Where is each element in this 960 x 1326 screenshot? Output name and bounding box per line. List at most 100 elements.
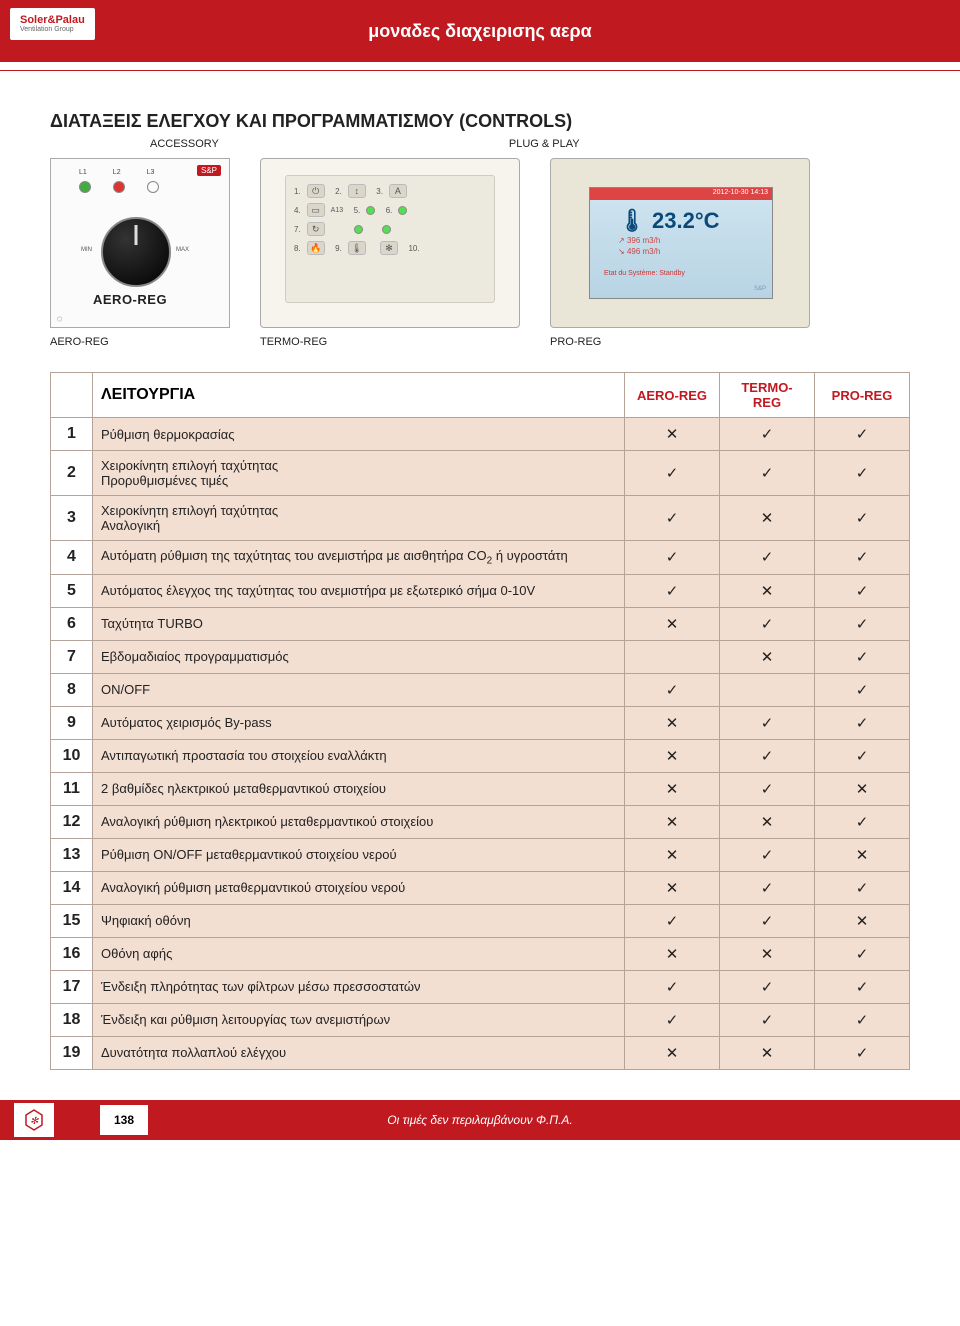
table-row: 1Ρύθμιση θερμοκρασίας✕✓✓	[51, 418, 910, 451]
mark-pro: ✓	[815, 541, 910, 575]
mark-termo: ✓	[720, 541, 815, 575]
mark-pro: ✓	[815, 706, 910, 739]
fan-icon: ↻	[307, 222, 325, 236]
footer-bar: ✻ 138 Οι τιμές δεν περιλαμβάνουν Φ.Π.Α.	[0, 1100, 960, 1140]
mark-aero: ✓	[625, 541, 720, 575]
display-icon: ▭	[307, 203, 325, 217]
logo-line1: Soler&Palau	[20, 14, 85, 26]
led-green-icon	[79, 181, 91, 193]
mark-termo: ✕	[720, 496, 815, 541]
mark-termo: ✓	[720, 607, 815, 640]
row-desc: 2 βαθμίδες ηλεκτρικού μεταθερμαντικού στ…	[93, 772, 625, 805]
led-l3: L3	[147, 169, 155, 176]
row-desc: Ρύθμιση ON/OFF μεταθερμαντικού στοιχείου…	[93, 838, 625, 871]
header-bar: Soler&Palau Ventilation Group μοναδες δι…	[0, 0, 960, 62]
row-desc: Ψηφιακή οθόνη	[93, 904, 625, 937]
table-header-pro: PRO-REG	[815, 373, 910, 418]
mark-aero: ✕	[625, 937, 720, 970]
table-row: 3Χειροκίνητη επιλογή ταχύτηταςΑναλογική✓…	[51, 496, 910, 541]
accessory-label: ACCESSORY	[150, 138, 219, 150]
row-number: 3	[51, 496, 93, 541]
row-number: 15	[51, 904, 93, 937]
row-desc: Χειροκίνητη επιλογή ταχύτηταςΑναλογική	[93, 496, 625, 541]
temp-value: 23.2°C	[652, 208, 720, 233]
mark-termo: ✕	[720, 1036, 815, 1069]
pro-label: PRO-REG	[550, 336, 810, 348]
row-desc: ON/OFF	[93, 673, 625, 706]
mark-termo: ✓	[720, 871, 815, 904]
mark-termo: ✕	[720, 574, 815, 607]
leds	[79, 181, 159, 193]
table-row: 9Αυτόματος χειρισμός By-pass✕✓✓	[51, 706, 910, 739]
row-desc: Αυτόματος έλεγχος της ταχύτητας του ανεμ…	[93, 574, 625, 607]
row-number: 6	[51, 607, 93, 640]
mark-pro: ✓	[815, 451, 910, 496]
mark-pro: ✕	[815, 904, 910, 937]
mark-aero: ✕	[625, 1036, 720, 1069]
header-title: μοναδες διαχειρισης αερα	[368, 21, 591, 42]
green-led-icon	[382, 225, 391, 234]
row-number: 5	[51, 574, 93, 607]
table-row: 18Ένδειξη και ρύθμιση λειτουργίας των αν…	[51, 1003, 910, 1036]
section-title: ΔΙΑΤΑΞΕΙΣ ΕΛΕΓΧΟΥ ΚΑΙ ΠΡΟΓΡΑΜΜΑΤΙΣΜΟΥ (C…	[50, 111, 910, 132]
aero-reg-image: S&P L1 L2 L3 MIN MAX AERO-REG ⬡	[50, 158, 230, 328]
mark-aero: ✓	[625, 970, 720, 1003]
row-number: 2	[51, 451, 93, 496]
mark-termo: ✓	[720, 451, 815, 496]
mark-termo: ✓	[720, 772, 815, 805]
mark-aero: ✓	[625, 496, 720, 541]
row-number: 4	[51, 541, 93, 575]
table-header-blank	[51, 373, 93, 418]
row-desc: Χειροκίνητη επιλογή ταχύτηταςΠρορυθμισμέ…	[93, 451, 625, 496]
mark-pro: ✓	[815, 970, 910, 1003]
mark-aero: ✓	[625, 673, 720, 706]
mark-termo: ✓	[720, 970, 815, 1003]
row-number: 10	[51, 739, 93, 772]
labels-row: ACCESSORY PLUG & PLAY	[50, 138, 910, 150]
mark-aero: ✓	[625, 574, 720, 607]
page-content: ΔΙΑΤΑΞΕΙΣ ΕΛΕΓΧΟΥ ΚΑΙ ΠΡΟΓΡΑΜΜΑΤΙΣΜΟΥ (C…	[0, 71, 960, 1100]
row-number: 19	[51, 1036, 93, 1069]
table-row: 17Ένδειξη πληρότητας των φίλτρων μέσω πρ…	[51, 970, 910, 1003]
aero-brand-text: AERO-REG	[93, 292, 167, 307]
table-header-function: ΛΕΙΤΟΥΡΓΙΑ	[93, 373, 625, 418]
mark-aero	[625, 640, 720, 673]
row-number: 16	[51, 937, 93, 970]
mark-aero: ✕	[625, 739, 720, 772]
table-row: 14Αναλογική ρύθμιση μεταθερμαντικού στοι…	[51, 871, 910, 904]
mark-termo: ✓	[720, 904, 815, 937]
mark-pro: ✓	[815, 418, 910, 451]
row-number: 13	[51, 838, 93, 871]
mark-termo: ✓	[720, 706, 815, 739]
mark-pro: ✓	[815, 607, 910, 640]
mark-termo: ✓	[720, 838, 815, 871]
footer-logo-icon: ✻	[14, 1103, 54, 1137]
screen-temp: 🌡 23.2°C	[618, 208, 772, 234]
row-number: 1	[51, 418, 93, 451]
sp-badge: S&P	[197, 165, 221, 176]
led-l2: L2	[113, 169, 121, 176]
power-icon: ⏻	[307, 184, 325, 198]
row-desc: Ταχύτητα TURBO	[93, 607, 625, 640]
row-number: 8	[51, 673, 93, 706]
table-row: 12Αναλογική ρύθμιση ηλεκτρικού μεταθερμα…	[51, 805, 910, 838]
mark-aero: ✕	[625, 607, 720, 640]
page-number: 138	[100, 1105, 148, 1135]
screen-corner: S&P	[754, 286, 766, 292]
svg-text:✻: ✻	[30, 1116, 39, 1127]
table-row: 16Οθόνη αφής✕✕✓	[51, 937, 910, 970]
row-desc: Ένδειξη πληρότητας των φίλτρων μέσω πρεσ…	[93, 970, 625, 1003]
row-number: 11	[51, 772, 93, 805]
green-led-icon	[398, 206, 407, 215]
row-desc: Ένδειξη και ρύθμιση λειτουργίας των ανεμ…	[93, 1003, 625, 1036]
row-number: 12	[51, 805, 93, 838]
termo-panel: 1. ⏻ 2. ↕ 3. A 4. ▭ A13 5. 6. 7. ↻ 8. 🔥 …	[285, 175, 495, 303]
mark-pro: ✕	[815, 838, 910, 871]
brand-logo: Soler&Palau Ventilation Group	[10, 8, 95, 40]
mark-termo: ✓	[720, 1003, 815, 1036]
green-led-icon	[354, 225, 363, 234]
logo-line2: Ventilation Group	[20, 26, 85, 34]
led-labels: L1 L2 L3	[79, 169, 154, 176]
mark-termo: ✕	[720, 937, 815, 970]
mode-icon: ↕	[348, 184, 366, 198]
